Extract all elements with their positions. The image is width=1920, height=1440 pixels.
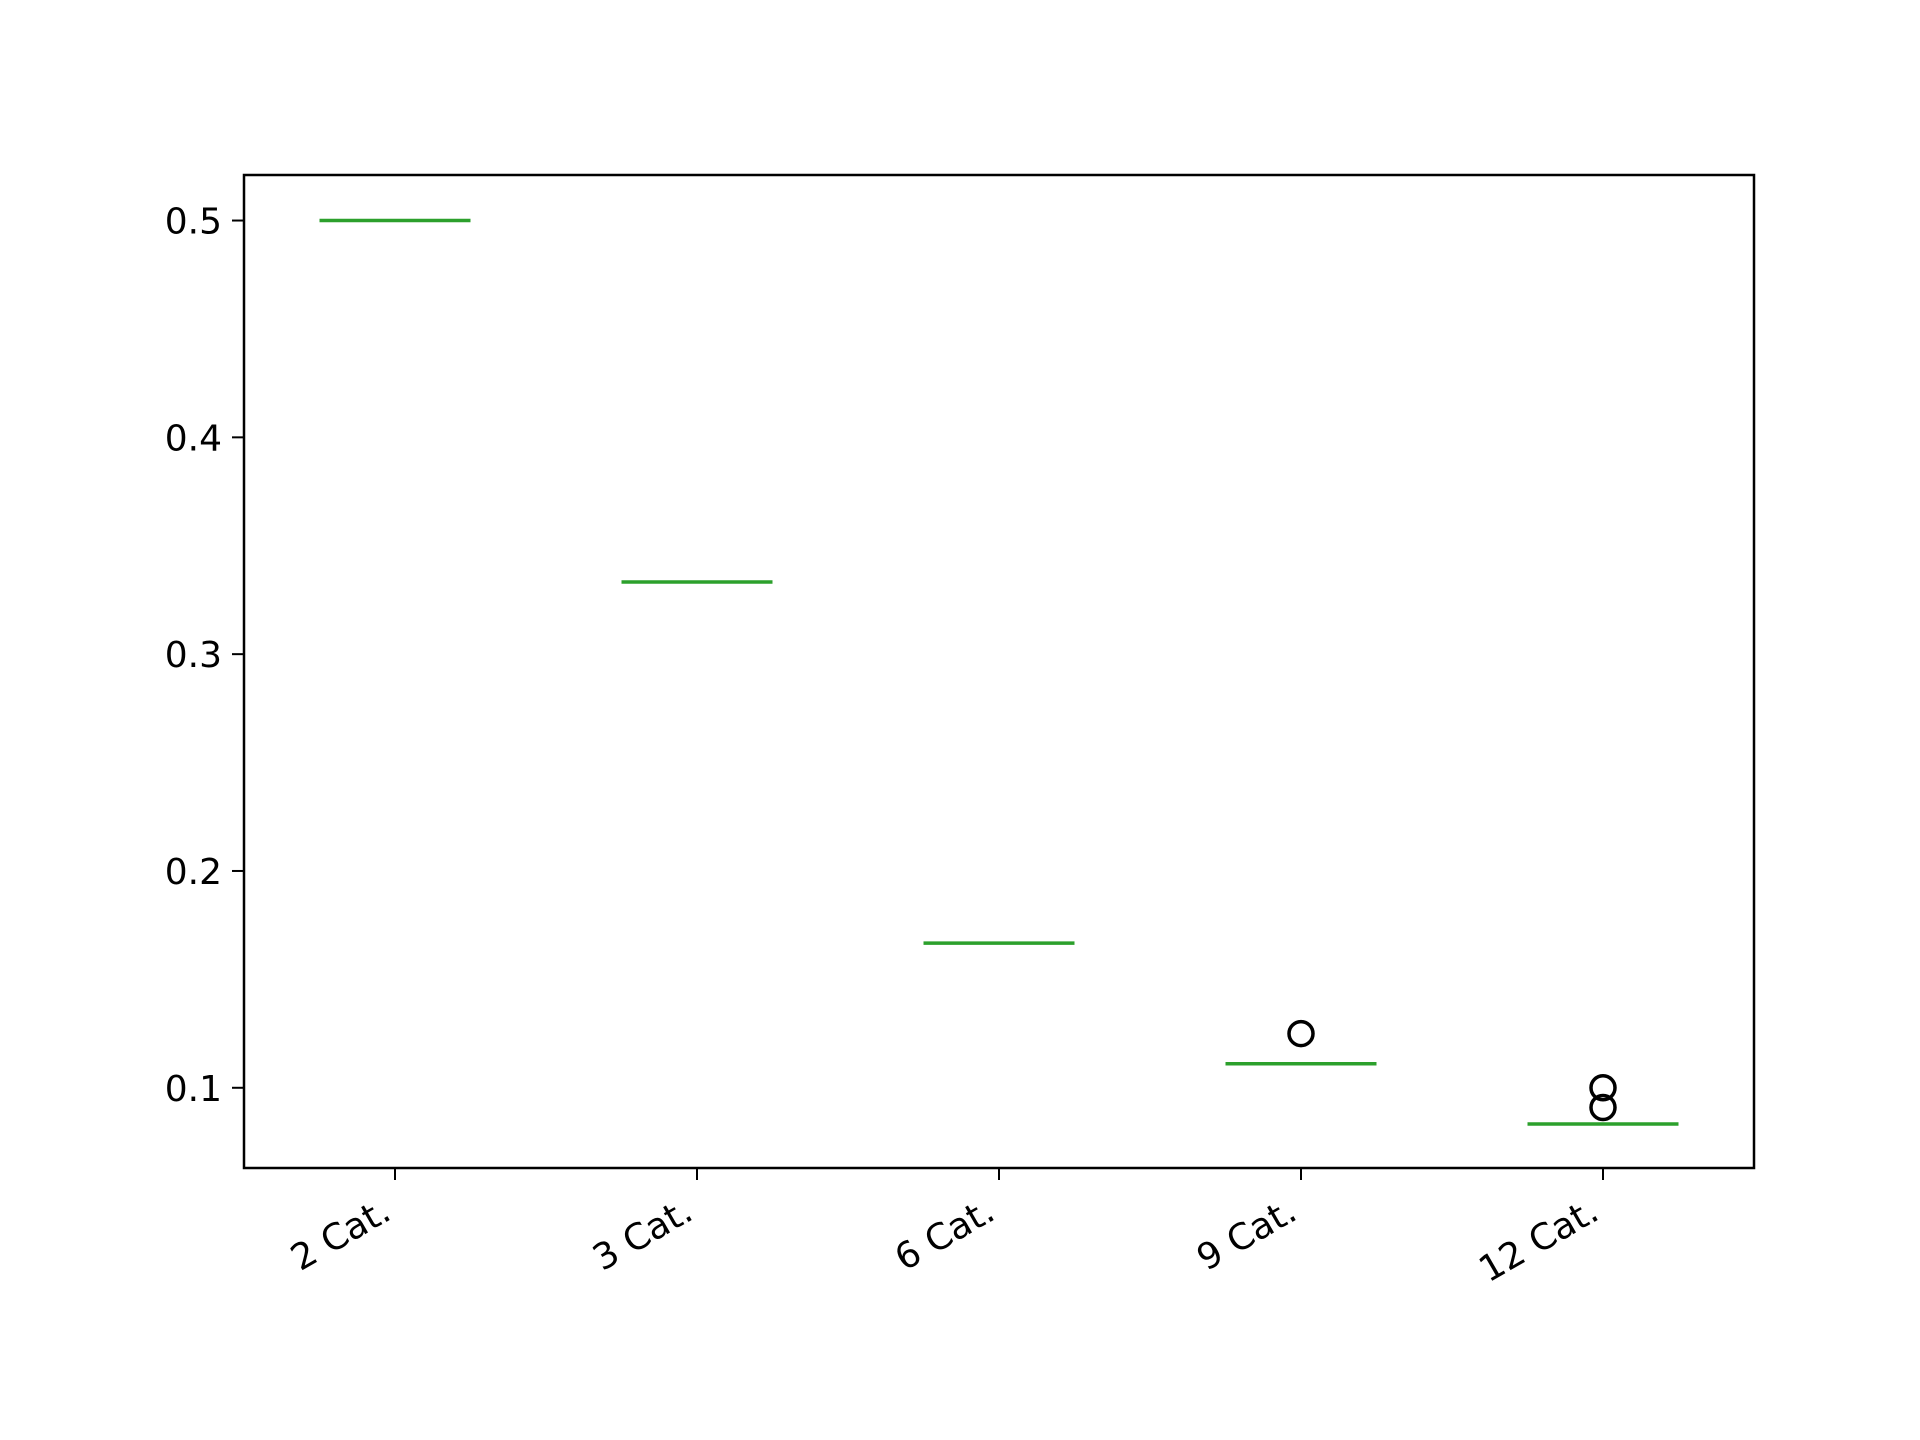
x-tick-label: 3 Cat. [586,1190,699,1279]
y-tick-label: 0.2 [165,852,222,893]
outlier-point [1287,1019,1315,1048]
y-tick-label: 0.1 [165,1069,222,1110]
y-tick-label: 0.3 [165,635,222,676]
outlier-point [1589,1093,1617,1122]
chart-marks [319,218,1679,1126]
x-tick-label: 6 Cat. [888,1190,1001,1279]
y-tick-label: 0.5 [165,202,222,243]
x-tick-label: 12 Cat. [1472,1190,1605,1291]
x-axis: 2 Cat. 3 Cat. 6 Cat. 9 Cat. 12 Cat. [284,1168,1606,1291]
y-tick-label: 0.4 [165,418,222,459]
axes-frame [242,173,1756,1170]
x-tick-label: 9 Cat. [1190,1190,1303,1279]
x-tick-label: 2 Cat. [284,1190,397,1279]
outlier-point [1589,1074,1617,1102]
y-axis: 0.1 0.2 0.3 0.4 0.5 [165,202,244,1110]
